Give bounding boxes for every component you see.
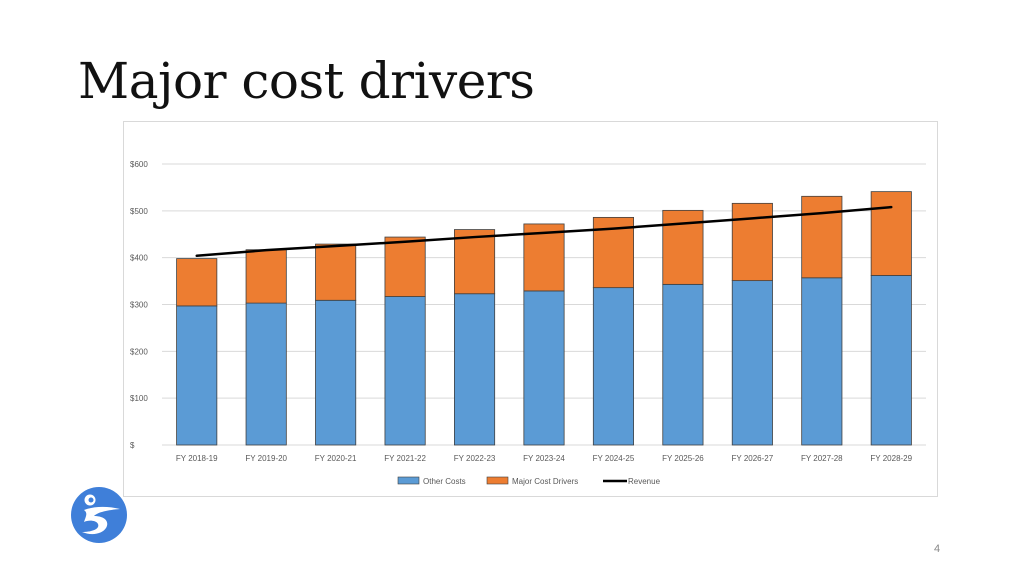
bar-major-cost-drivers xyxy=(454,229,496,295)
y-tick-label: $300 xyxy=(130,301,148,310)
bar-major-cost-drivers xyxy=(870,191,912,276)
bar-other-costs xyxy=(315,299,357,446)
x-tick-label: FY 2023-24 xyxy=(523,454,565,463)
y-tick-label: $500 xyxy=(130,207,148,216)
y-tick-label: $200 xyxy=(130,347,148,356)
bar-major-cost-drivers xyxy=(176,258,218,307)
x-tick-label: FY 2028-29 xyxy=(870,454,912,463)
bar-major-cost-drivers xyxy=(731,202,773,282)
bar-other-costs xyxy=(801,277,843,446)
x-tick-label: FY 2027-28 xyxy=(801,454,843,463)
legend-swatch xyxy=(486,476,509,485)
bar-other-costs xyxy=(245,302,287,446)
x-tick-label: FY 2018-19 xyxy=(176,454,218,463)
bar-other-costs xyxy=(454,293,496,446)
bar-major-cost-drivers xyxy=(245,249,287,304)
logo-icon xyxy=(70,486,128,544)
bar-other-costs xyxy=(870,275,912,446)
y-tick-label: $ xyxy=(130,441,135,450)
legend-label: Other Costs xyxy=(423,477,466,486)
stacked-bar-chart: $ $100 $200 $300 $400 $500 $600 FY 2018-19 FY 20… xyxy=(130,160,926,486)
bar-major-cost-drivers xyxy=(523,223,565,292)
page-number: 4 xyxy=(934,543,941,555)
legend-label: Revenue xyxy=(628,477,661,486)
bar-other-costs xyxy=(176,305,218,446)
y-tick-label: $100 xyxy=(130,394,148,403)
bar-other-costs xyxy=(384,296,426,446)
bar-major-cost-drivers xyxy=(801,195,843,279)
bar-major-cost-drivers xyxy=(315,243,357,301)
x-tick-label: FY 2021-22 xyxy=(384,454,426,463)
x-tick-label: FY 2019-20 xyxy=(245,454,287,463)
legend-swatch xyxy=(397,476,420,485)
x-tick-label: FY 2025-26 xyxy=(662,454,704,463)
y-tick-label: $400 xyxy=(130,254,148,263)
bar-major-cost-drivers xyxy=(384,236,426,297)
x-tick-label: FY 2026-27 xyxy=(732,454,774,463)
revenue-line xyxy=(195,205,893,258)
bar-other-costs xyxy=(662,283,704,446)
slide-title: Major cost drivers xyxy=(78,52,535,110)
y-tick-label: $600 xyxy=(130,160,148,169)
bar-other-costs xyxy=(523,290,565,446)
bar-other-costs xyxy=(592,287,634,446)
x-tick-label: FY 2020-21 xyxy=(315,454,357,463)
chart-area: $ $100 $200 $300 $400 $500 $600 FY 2018-19 FY 20… xyxy=(123,121,938,497)
bar-other-costs xyxy=(731,280,773,446)
x-tick-label: FY 2022-23 xyxy=(454,454,496,463)
x-tick-label: FY 2024-25 xyxy=(593,454,635,463)
legend-label: Major Cost Drivers xyxy=(512,477,578,486)
